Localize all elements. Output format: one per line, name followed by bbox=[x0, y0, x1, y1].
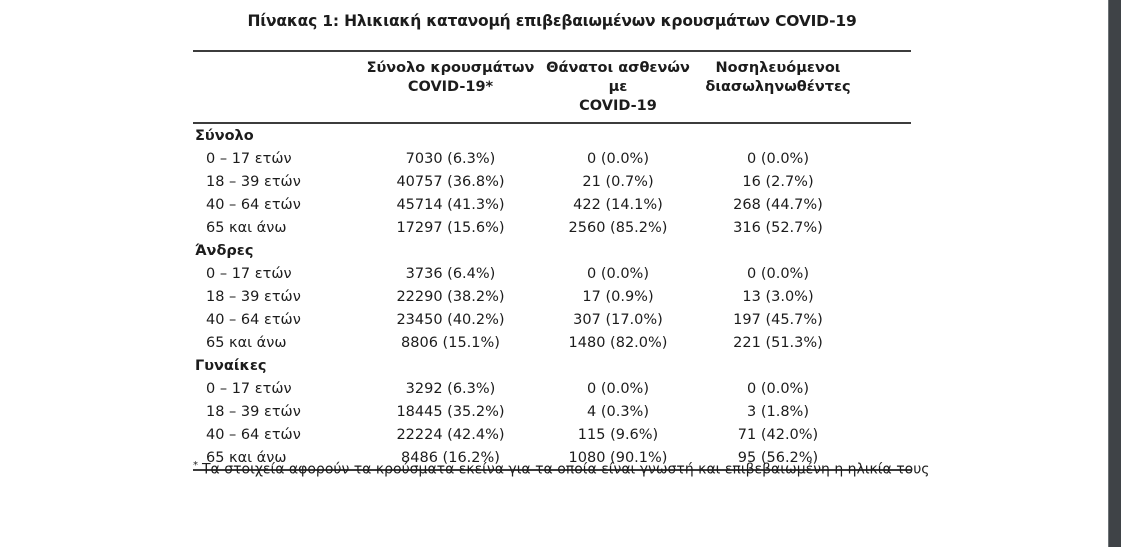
deaths-cell: 115 (9.6%) bbox=[577, 426, 659, 443]
age-label: 65 και άνω bbox=[206, 334, 287, 351]
cases-cell: 22290 (38.2%) bbox=[396, 288, 505, 305]
table-row: 40 – 64 ετών 45714 (41.3%) 422 (14.1%) 2… bbox=[193, 193, 911, 216]
header-deaths-line1: Θάνατοι ασθενών με bbox=[546, 60, 690, 95]
intubated-cell: 95 (56.2%) bbox=[737, 449, 819, 466]
section-label-men: Άνδρες bbox=[195, 242, 254, 259]
covid-age-distribution-table: Σύνολο κρουσμάτων COVID-19* Θάνατοι ασθε… bbox=[193, 50, 911, 471]
page-title: Πίνακας 1: Ηλικιακή κατανομή επιβεβαιωμέ… bbox=[247, 12, 857, 30]
section-row: Σύνολο bbox=[193, 123, 911, 147]
table-footnote: * Τα στοιχεία αφορούν τα κρούσματα εκείνα… bbox=[193, 456, 933, 480]
pdf-viewer-edge-strip bbox=[1108, 0, 1121, 547]
deaths-cell: 0 (0.0%) bbox=[587, 150, 649, 167]
deaths-cell: 17 (0.9%) bbox=[582, 288, 654, 305]
cases-cell: 18445 (35.2%) bbox=[396, 403, 505, 420]
intubated-cell: 0 (0.0%) bbox=[747, 265, 809, 282]
header-total-cases-line1: Σύνολο κρουσμάτων bbox=[366, 60, 535, 76]
table-row: 65 και άνω 8806 (15.1%) 1480 (82.0%) 221… bbox=[193, 331, 911, 354]
header-intubated: Νοσηλευόμενοι διασωληνωθέντες bbox=[693, 51, 863, 124]
deaths-cell: 21 (0.7%) bbox=[582, 173, 654, 190]
cases-cell: 8486 (16.2%) bbox=[401, 449, 500, 466]
cases-cell: 7030 (6.3%) bbox=[405, 150, 496, 167]
table-row: 0 – 17 ετών 7030 (6.3%) 0 (0.0%) 0 (0.0%… bbox=[193, 147, 911, 170]
header-intubated-line1: Νοσηλευόμενοι bbox=[715, 60, 841, 76]
intubated-cell: 71 (42.0%) bbox=[737, 426, 819, 443]
table-row: 40 – 64 ετών 22224 (42.4%) 115 (9.6%) 71… bbox=[193, 423, 911, 446]
section-row: Γυναίκες bbox=[193, 354, 911, 377]
age-label: 40 – 64 ετών bbox=[206, 311, 301, 328]
intubated-cell: 13 (3.0%) bbox=[742, 288, 814, 305]
cases-cell: 22224 (42.4%) bbox=[396, 426, 505, 443]
age-label: 0 – 17 ετών bbox=[206, 265, 292, 282]
section-row: Άνδρες bbox=[193, 239, 911, 262]
intubated-cell: 16 (2.7%) bbox=[742, 173, 814, 190]
deaths-cell: 422 (14.1%) bbox=[573, 196, 663, 213]
cases-cell: 17297 (15.6%) bbox=[396, 219, 505, 236]
deaths-cell: 0 (0.0%) bbox=[587, 265, 649, 282]
intubated-cell: 0 (0.0%) bbox=[747, 150, 809, 167]
cases-cell: 23450 (40.2%) bbox=[396, 311, 505, 328]
deaths-cell: 307 (17.0%) bbox=[573, 311, 663, 328]
age-label: 65 και άνω bbox=[206, 449, 287, 466]
header-intubated-line2: διασωληνωθέντες bbox=[705, 79, 851, 95]
age-label: 18 – 39 ετών bbox=[206, 403, 301, 420]
table-row: 0 – 17 ετών 3736 (6.4%) 0 (0.0%) 0 (0.0%… bbox=[193, 262, 911, 285]
age-label: 18 – 39 ετών bbox=[206, 173, 301, 190]
footnote-text: Τα στοιχεία αφορούν τα κρούσματα εκείνα … bbox=[202, 461, 930, 478]
intubated-cell: 268 (44.7%) bbox=[733, 196, 823, 213]
cases-cell: 3736 (6.4%) bbox=[405, 265, 496, 282]
age-label: 18 – 39 ετών bbox=[206, 288, 301, 305]
deaths-cell: 0 (0.0%) bbox=[587, 380, 649, 397]
age-label: 0 – 17 ετών bbox=[206, 380, 292, 397]
intubated-cell: 316 (52.7%) bbox=[733, 219, 823, 236]
intubated-cell: 197 (45.7%) bbox=[733, 311, 823, 328]
table-row: 65 και άνω 8486 (16.2%) 1080 (90.1%) 95 … bbox=[193, 446, 911, 470]
age-label: 0 – 17 ετών bbox=[206, 150, 292, 167]
section-label-women: Γυναίκες bbox=[195, 357, 267, 374]
deaths-cell: 2560 (85.2%) bbox=[568, 219, 668, 236]
age-label: 40 – 64 ετών bbox=[206, 196, 301, 213]
table-row: 18 – 39 ετών 18445 (35.2%) 4 (0.3%) 3 (1… bbox=[193, 400, 911, 423]
header-deaths: Θάνατοι ασθενών με COVID-19 bbox=[543, 51, 693, 124]
header-empty bbox=[193, 51, 358, 124]
table-row: 0 – 17 ετών 3292 (6.3%) 0 (0.0%) 0 (0.0%… bbox=[193, 377, 911, 400]
age-label: 40 – 64 ετών bbox=[206, 426, 301, 443]
cases-cell: 8806 (15.1%) bbox=[401, 334, 500, 351]
header-total-cases-line2: COVID-19* bbox=[407, 79, 494, 95]
table-header-row: Σύνολο κρουσμάτων COVID-19* Θάνατοι ασθε… bbox=[193, 51, 911, 124]
intubated-cell: 221 (51.3%) bbox=[733, 334, 823, 351]
table-row: 18 – 39 ετών 40757 (36.8%) 21 (0.7%) 16 … bbox=[193, 170, 911, 193]
age-label: 65 και άνω bbox=[206, 219, 287, 236]
table-row: 40 – 64 ετών 23450 (40.2%) 307 (17.0%) 1… bbox=[193, 308, 911, 331]
header-deaths-line2: COVID-19 bbox=[579, 98, 657, 114]
intubated-cell: 3 (1.8%) bbox=[747, 403, 809, 420]
header-total-cases: Σύνολο κρουσμάτων COVID-19* bbox=[358, 51, 543, 124]
intubated-cell: 0 (0.0%) bbox=[747, 380, 809, 397]
cases-cell: 3292 (6.3%) bbox=[405, 380, 496, 397]
deaths-cell: 4 (0.3%) bbox=[587, 403, 649, 420]
cases-cell: 40757 (36.8%) bbox=[396, 173, 505, 190]
cases-cell: 45714 (41.3%) bbox=[396, 196, 505, 213]
deaths-cell: 1080 (90.1%) bbox=[568, 449, 668, 466]
header-spacer bbox=[863, 51, 911, 124]
section-label-total: Σύνολο bbox=[195, 127, 254, 144]
deaths-cell: 1480 (82.0%) bbox=[568, 334, 668, 351]
footnote-asterisk: * bbox=[193, 460, 198, 471]
table-row: 18 – 39 ετών 22290 (38.2%) 17 (0.9%) 13 … bbox=[193, 285, 911, 308]
table-row: 65 και άνω 17297 (15.6%) 2560 (85.2%) 31… bbox=[193, 216, 911, 239]
